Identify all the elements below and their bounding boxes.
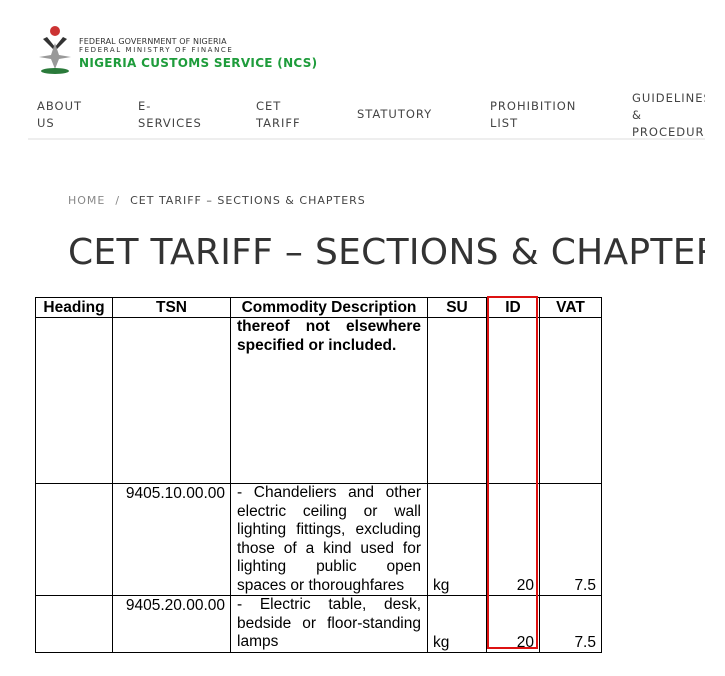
- cell-id: [486, 317, 540, 484]
- nav-prohibition-list[interactable]: PROHIBITION LIST: [490, 99, 577, 130]
- nav-cet-tariff[interactable]: CET TARIFF: [256, 99, 301, 130]
- col-vat: VAT: [539, 297, 602, 318]
- cell-description: thereof not elsewhere specified or inclu…: [230, 317, 428, 484]
- cell-description: - Chandeliers and other electric ceiling…: [230, 483, 428, 596]
- breadcrumb-separator: /: [115, 194, 121, 207]
- col-id: ID: [486, 297, 540, 318]
- cell-id: 20: [486, 483, 540, 596]
- org-line-1: FEDERAL GOVERNMENT OF NIGERIA: [79, 37, 227, 46]
- cell-tsn: 9405.10.00.00: [112, 483, 231, 596]
- cell-id: 20: [486, 595, 540, 653]
- main-nav: ABOUT US E- SERVICES CET TARIFF STATUTOR…: [28, 88, 705, 140]
- cell-su: kg: [427, 483, 487, 596]
- cell-heading: [35, 317, 113, 484]
- nav-about-us[interactable]: ABOUT US: [37, 99, 83, 130]
- org-line-2: FEDERAL MINISTRY OF FINANCE: [79, 46, 234, 54]
- cell-vat: [539, 317, 602, 484]
- cell-vat: 7.5: [539, 483, 602, 596]
- col-su: SU: [427, 297, 487, 318]
- breadcrumb-current: CET TARIFF – SECTIONS & CHAPTERS: [130, 194, 366, 207]
- coat-of-arms-logo: [39, 26, 71, 74]
- col-tsn: TSN: [112, 297, 231, 318]
- table-row: thereof not elsewhere specified or inclu…: [35, 317, 602, 484]
- col-heading: Heading: [35, 297, 113, 318]
- breadcrumb-home[interactable]: HOME: [68, 194, 106, 207]
- col-description: Commodity Description: [230, 297, 428, 318]
- nav-statutory[interactable]: STATUTORY: [357, 107, 433, 121]
- table-row: 9405.10.00.00 - Chandeliers and other el…: [35, 483, 602, 596]
- org-name: NIGERIA CUSTOMS SERVICE (NCS): [79, 56, 318, 70]
- cell-heading: [35, 483, 113, 596]
- nav-e-services[interactable]: E- SERVICES: [138, 99, 202, 130]
- cell-tsn: 9405.20.00.00: [112, 595, 231, 653]
- cell-tsn: [112, 317, 231, 484]
- tariff-table: Heading TSN Commodity Description SU ID …: [35, 297, 602, 653]
- cell-description: - Electric table, desk, bedside or floor…: [230, 595, 428, 653]
- breadcrumb: HOME / CET TARIFF – SECTIONS & CHAPTERS: [68, 194, 366, 207]
- table-header-row: Heading TSN Commodity Description SU ID …: [35, 297, 602, 318]
- page-title: CET TARIFF – SECTIONS & CHAPTERS: [68, 232, 705, 273]
- cell-heading: [35, 595, 113, 653]
- cell-su: kg: [427, 595, 487, 653]
- table-row: 9405.20.00.00 - Electric table, desk, be…: [35, 595, 602, 653]
- nav-guidelines[interactable]: GUIDELINES & PROCEDURES: [632, 91, 705, 139]
- cell-vat: 7.5: [539, 595, 602, 653]
- cell-su: [427, 317, 487, 484]
